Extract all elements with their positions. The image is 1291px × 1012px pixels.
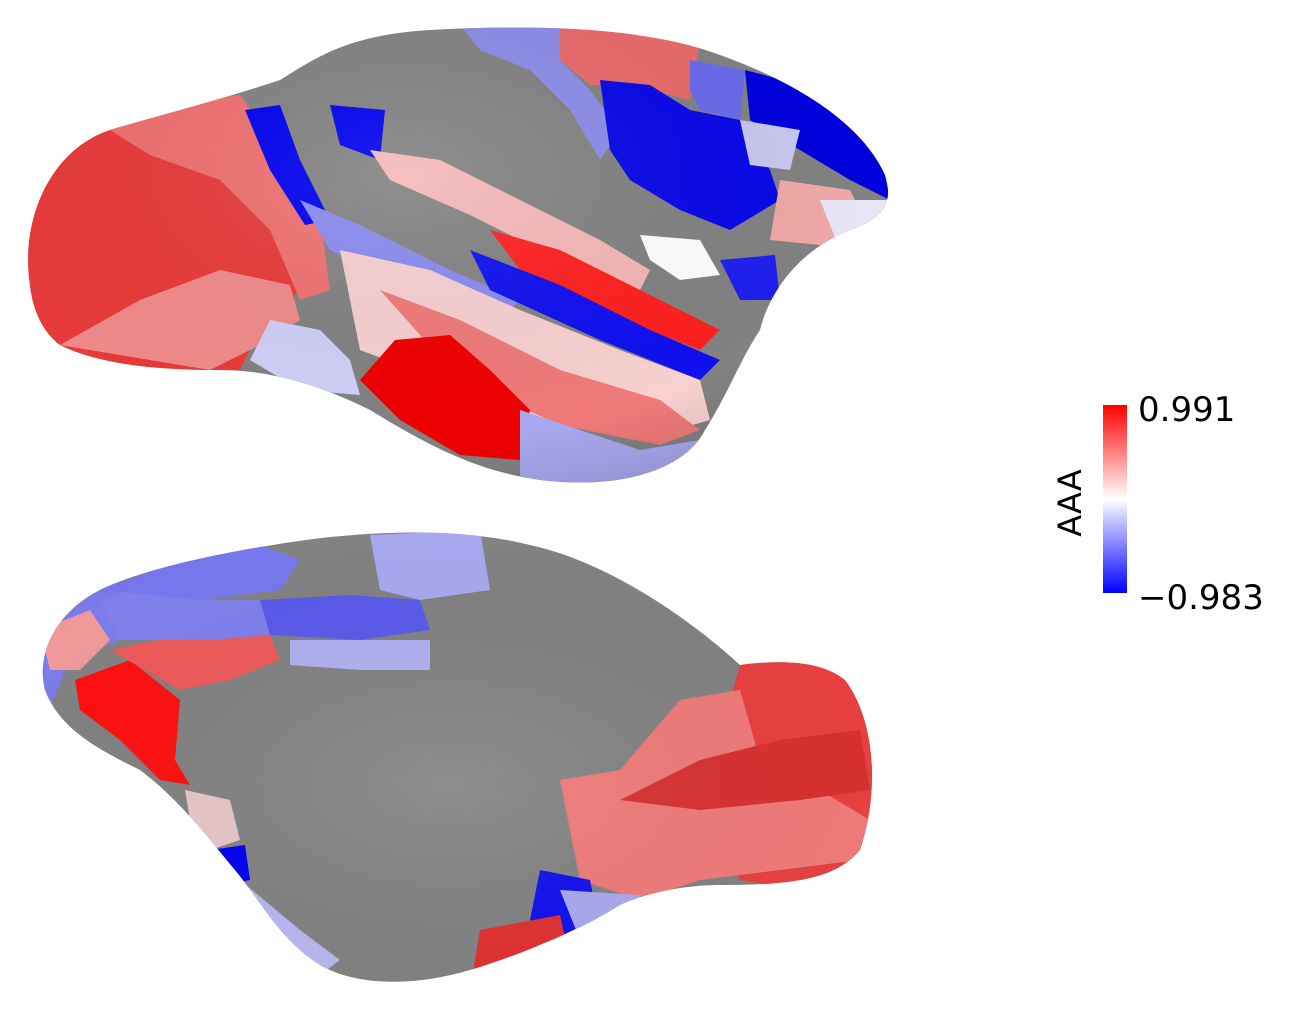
lateral-surface-view [28,27,889,483]
colorbar-gradient [1103,405,1127,593]
colorbar-title: AAA [1051,469,1089,537]
colorbar-max-label: 0.991 [1138,390,1236,430]
colorbar-min-label: −0.983 [1138,578,1264,618]
colorbar [1103,405,1127,593]
medial-surface-view [42,532,873,982]
